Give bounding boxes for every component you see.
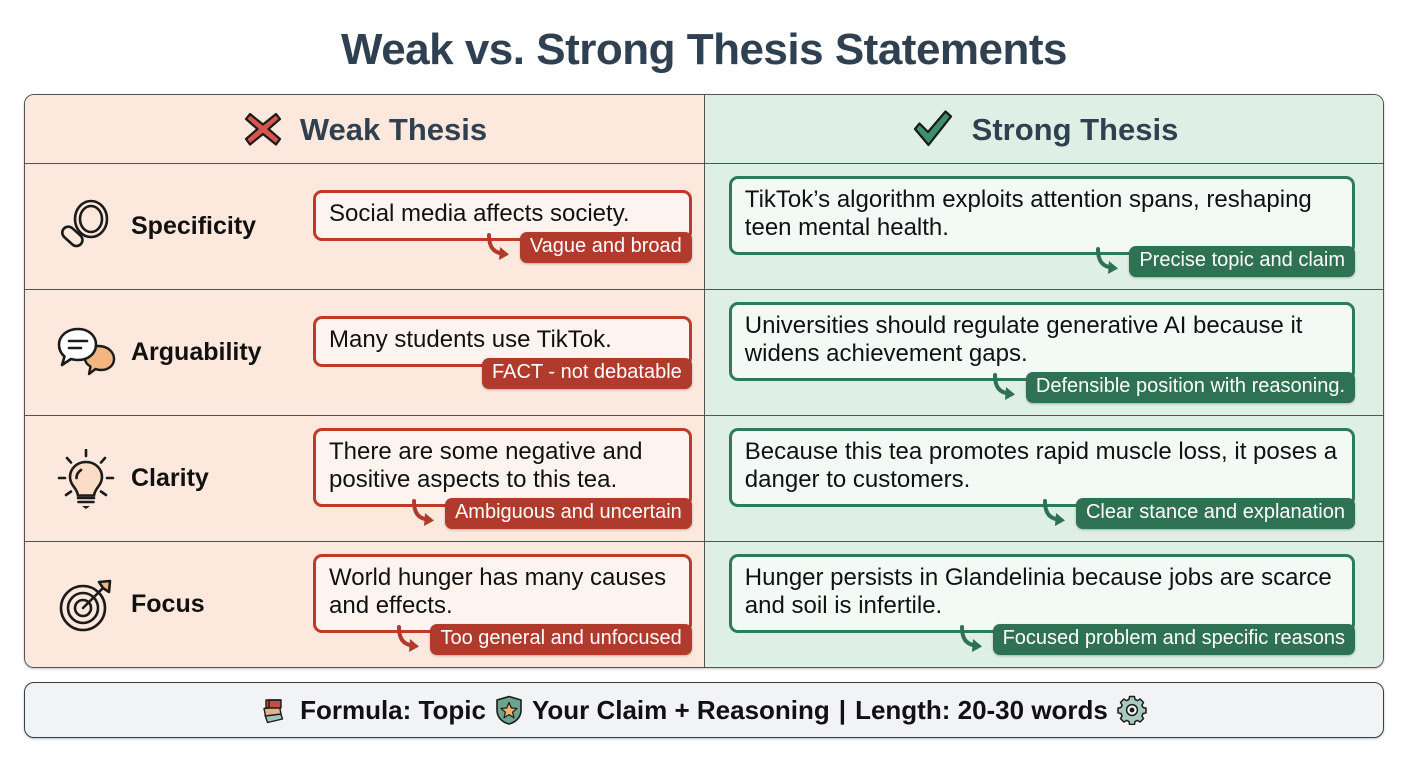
row-strong-cell: Universities should regulate generative … [703, 290, 1383, 415]
row-strong-cell: Because this tea promotes rapid muscle l… [703, 416, 1383, 541]
target-dart-icon [55, 574, 117, 636]
weak-tag: Vague and broad [519, 231, 692, 263]
books-icon [261, 695, 291, 725]
strong-statement-box: Hunger persists in Glandelinia because j… [728, 554, 1355, 633]
category-label: Specificity [131, 212, 257, 240]
weak-statement-wrap: World hunger has many causes and effects… [313, 554, 692, 655]
footer-part-1: Formula: Topic [300, 694, 486, 725]
weak-tag: Ambiguous and uncertain [444, 497, 692, 529]
footer-part-2: Your Claim + Reasoning [531, 694, 830, 725]
weak-tag: FACT - not debatable [482, 357, 692, 389]
curved-arrow-icon [409, 498, 443, 528]
strong-statement-wrap: Universities should regulate generative … [728, 302, 1355, 403]
strong-tag-line: Clear stance and explanation [729, 497, 1355, 529]
comparison-table: Weak Thesis Strong Thesis [24, 94, 1384, 668]
table-header-row: Weak Thesis Strong Thesis [25, 95, 1383, 164]
table-row: Focus World hunger has many causes and e… [25, 542, 1383, 667]
strong-tag-line: Precise topic and claim [729, 245, 1355, 277]
table-row: Specificity Social media affects society… [25, 164, 1383, 290]
row-weak-cell: Clarity There are some negative and posi… [25, 416, 704, 541]
strong-statement-wrap: TikTok’s algorithm exploits attention sp… [728, 176, 1355, 277]
table-row: Clarity There are some negative and posi… [25, 416, 1383, 542]
category-label: Focus [131, 590, 205, 618]
strong-statement-box: Because this tea promotes rapid muscle l… [728, 428, 1355, 507]
strong-tag-line: Focused problem and specific reasons [729, 623, 1355, 655]
strong-tag-line: Defensible position with reasoning. [729, 371, 1355, 403]
weak-statement-wrap: Social media affects society. Vague and … [313, 190, 692, 263]
strong-statement-box: Universities should regulate generative … [728, 302, 1355, 381]
formula-footer: Formula: Topic Your Claim + Reasoning | … [24, 682, 1384, 738]
footer-part-3: Length: 20-30 words [855, 694, 1108, 725]
row-weak-cell: Focus World hunger has many causes and e… [25, 542, 704, 667]
weak-tag-line: Vague and broad [313, 231, 692, 263]
shield-star-icon [495, 695, 523, 725]
weak-statement-box: There are some negative and positive asp… [313, 428, 692, 507]
weak-statement-wrap: Many students use TikTok. FACT - not deb… [313, 316, 692, 389]
footer-separator: | [838, 694, 847, 725]
strong-statement-box: TikTok’s algorithm exploits attention sp… [728, 176, 1355, 255]
header-cell-weak: Weak Thesis [25, 95, 704, 163]
weak-tag-line: Ambiguous and uncertain [313, 497, 692, 529]
weak-statement-wrap: There are some negative and positive asp… [313, 428, 692, 529]
curved-arrow-icon [1040, 498, 1074, 528]
curved-arrow-icon [394, 624, 428, 654]
row-strong-cell: Hunger persists in Glandelinia because j… [703, 542, 1383, 667]
curved-arrow-icon [1093, 246, 1127, 276]
cross-mark-icon [242, 108, 284, 150]
row-strong-cell: TikTok’s algorithm exploits attention sp… [703, 164, 1383, 289]
table-row: Arguability Many students use TikTok. FA… [25, 290, 1383, 416]
row-weak-cell: Arguability Many students use TikTok. FA… [25, 290, 704, 415]
check-mark-icon [910, 106, 956, 152]
strong-statement-wrap: Hunger persists in Glandelinia because j… [728, 554, 1355, 655]
strong-statement-wrap: Because this tea promotes rapid muscle l… [728, 428, 1355, 529]
magnifying-glass-icon [55, 196, 117, 258]
weak-tag-line: FACT - not debatable [313, 357, 692, 389]
curved-arrow-icon [957, 624, 991, 654]
header-label-weak: Weak Thesis [299, 111, 488, 147]
weak-tag: Too general and unfocused [430, 623, 692, 655]
strong-tag: Focused problem and specific reasons [992, 623, 1355, 655]
row-weak-cell: Specificity Social media affects society… [25, 164, 704, 289]
curved-arrow-icon [484, 232, 518, 262]
category-label: Arguability [131, 338, 262, 366]
header-cell-strong: Strong Thesis [703, 95, 1383, 163]
speech-bubbles-icon [55, 322, 117, 384]
page-title: Weak vs. Strong Thesis Statements [340, 25, 1068, 74]
weak-statement-box: World hunger has many causes and effects… [313, 554, 692, 633]
weak-tag-line: Too general and unfocused [313, 623, 692, 655]
strong-tag: Precise topic and claim [1129, 245, 1355, 277]
curved-arrow-icon [990, 372, 1024, 402]
category-label: Clarity [131, 464, 209, 492]
gear-icon [1117, 695, 1147, 725]
strong-tag: Clear stance and explanation [1075, 497, 1355, 529]
lightbulb-icon [55, 448, 117, 510]
strong-tag: Defensible position with reasoning. [1025, 371, 1355, 403]
header-label-strong: Strong Thesis [971, 111, 1179, 147]
